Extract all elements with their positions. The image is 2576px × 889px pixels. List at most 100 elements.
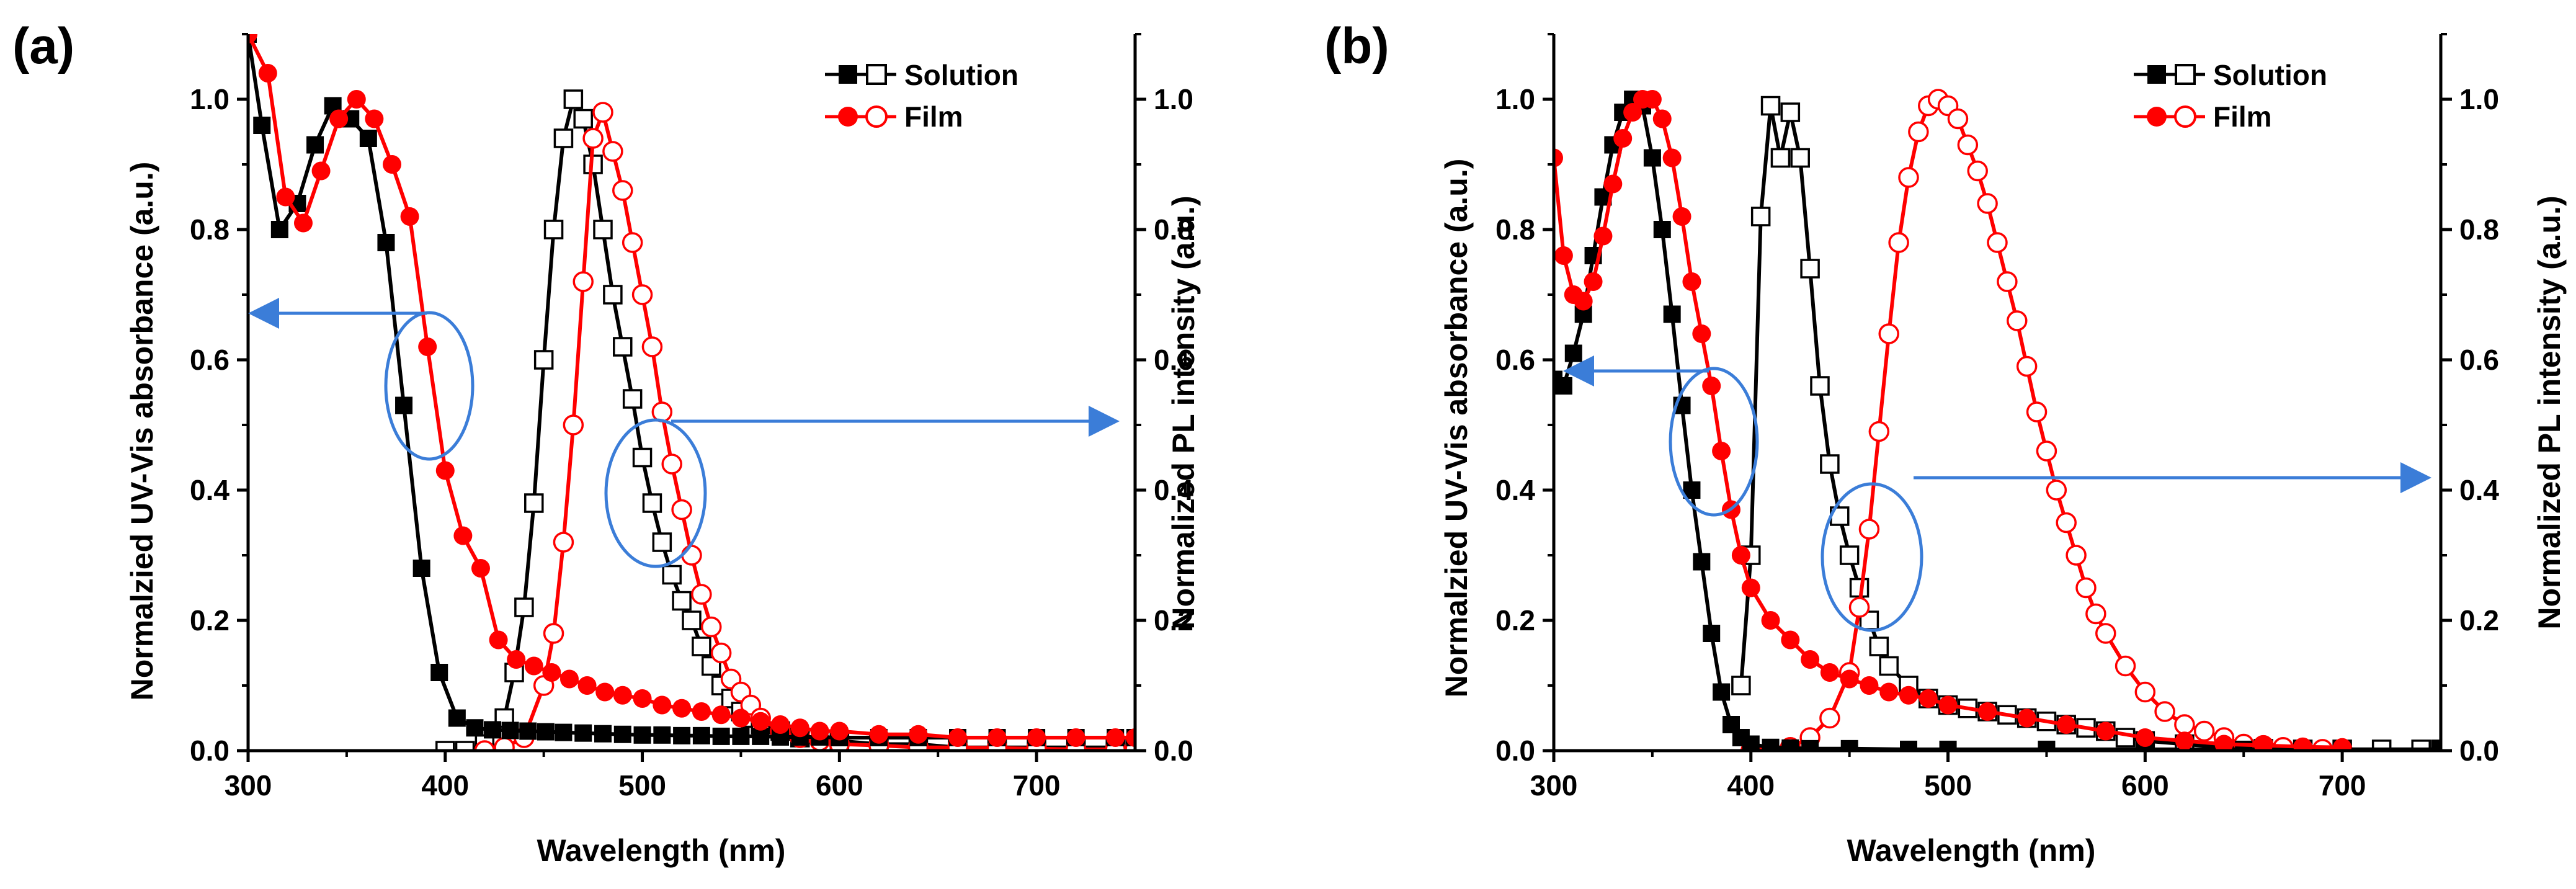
data-point bbox=[1888, 232, 1909, 253]
data-point bbox=[382, 155, 401, 174]
data-point bbox=[1919, 689, 1938, 708]
series-film-pl-a bbox=[474, 102, 1135, 751]
x-tick-label: 500 bbox=[1924, 769, 1972, 802]
series-line bbox=[248, 34, 1135, 739]
data-point bbox=[948, 728, 967, 747]
data-point bbox=[1623, 103, 1642, 122]
data-point bbox=[1967, 160, 1988, 182]
data-point bbox=[1800, 259, 1820, 279]
data-point bbox=[1741, 578, 1760, 597]
data-point bbox=[1613, 129, 1633, 148]
data-point bbox=[673, 726, 691, 744]
data-point bbox=[2017, 708, 2036, 728]
series-film-pl-b bbox=[1740, 89, 2353, 751]
data-point bbox=[671, 499, 692, 520]
data-point bbox=[359, 130, 377, 147]
data-point bbox=[1731, 676, 1751, 695]
data-point bbox=[573, 109, 593, 129]
data-point bbox=[711, 705, 731, 725]
data-point bbox=[1859, 610, 1879, 630]
data-point bbox=[276, 187, 295, 207]
data-point bbox=[1947, 108, 1969, 130]
data-point bbox=[1801, 650, 1820, 669]
data-point bbox=[2214, 735, 2234, 751]
data-point bbox=[248, 34, 257, 43]
data-point bbox=[2432, 740, 2441, 751]
data-point bbox=[1066, 728, 1085, 747]
data-point bbox=[1939, 740, 1957, 751]
data-point bbox=[2026, 401, 2048, 422]
data-point bbox=[2016, 355, 2038, 377]
data-point bbox=[2095, 623, 2116, 644]
y-tick-label: 0.6 bbox=[1495, 344, 1535, 376]
data-point bbox=[2096, 721, 2115, 741]
legend-marker-film-open-a bbox=[865, 105, 888, 128]
data-point bbox=[412, 560, 430, 577]
data-point bbox=[494, 737, 515, 751]
x-tick-label: 700 bbox=[1013, 769, 1061, 802]
data-point bbox=[1682, 272, 1701, 291]
data-point bbox=[602, 141, 623, 162]
data-point bbox=[1554, 377, 1572, 395]
y-tick-label: 1.0 bbox=[190, 83, 230, 115]
panel-a: (a) 300 400 500 600 700 0.0 0.0 0.2 0.2 0.4 0.4 0.6… bbox=[12, 18, 1201, 868]
data-point bbox=[661, 453, 682, 475]
y-tick-label: 0.8 bbox=[1495, 213, 1535, 246]
data-point bbox=[653, 695, 672, 715]
data-point bbox=[1908, 121, 1929, 143]
data-point bbox=[474, 740, 496, 751]
data-point bbox=[555, 723, 573, 741]
legend-b: Solution Film bbox=[2134, 59, 2327, 133]
x-tick-label: 300 bbox=[225, 769, 272, 802]
y2-tick-label: 1.0 bbox=[1154, 83, 1193, 115]
data-point bbox=[1761, 611, 1780, 630]
data-point bbox=[484, 721, 502, 739]
data-point bbox=[1898, 167, 1919, 188]
y2-tick-label: 1.0 bbox=[2459, 83, 2499, 115]
x-tick-label: 600 bbox=[816, 769, 863, 802]
data-point bbox=[365, 109, 384, 128]
data-point bbox=[553, 532, 574, 553]
data-point bbox=[2007, 310, 2028, 331]
data-point bbox=[1584, 272, 1603, 291]
x-tick-label: 400 bbox=[421, 769, 469, 802]
data-point bbox=[1781, 739, 1799, 751]
data-point bbox=[751, 712, 770, 731]
data-point bbox=[2254, 736, 2273, 751]
data-point bbox=[448, 709, 466, 727]
data-point bbox=[622, 389, 643, 409]
y2-axis-title-a: Normalized PL intensity (a.u.) bbox=[1166, 195, 1201, 629]
y2-tick-label: 0.4 bbox=[2459, 474, 2499, 506]
x-tick-label: 700 bbox=[2319, 769, 2366, 802]
y2-tick-label: 0.6 bbox=[1154, 344, 1193, 376]
data-point bbox=[595, 682, 615, 702]
data-point bbox=[471, 559, 490, 578]
data-point bbox=[1879, 682, 1899, 702]
x-tick-label: 400 bbox=[1727, 769, 1775, 802]
data-point bbox=[435, 741, 455, 751]
x-axis-title-b: Wavelength (nm) bbox=[1847, 833, 2096, 868]
data-point bbox=[574, 724, 592, 742]
legend-label-solution-a: Solution bbox=[904, 59, 1018, 91]
annotations-b bbox=[1563, 355, 2431, 632]
data-point bbox=[311, 161, 331, 181]
data-point bbox=[1899, 686, 1918, 705]
y2-tick-label: 0.2 bbox=[1154, 604, 1193, 637]
y-tick-label: 0.8 bbox=[190, 213, 230, 246]
series-film-absorbance-b bbox=[1554, 90, 2352, 751]
y2-tick-label: 0.4 bbox=[1154, 474, 1193, 506]
data-point bbox=[1762, 738, 1780, 751]
data-point bbox=[2038, 740, 2056, 751]
data-point bbox=[537, 723, 555, 741]
y-axis-title-b: Normalzied UV-Vis absorbance (a.u.) bbox=[1439, 159, 1474, 698]
data-point bbox=[466, 719, 484, 737]
data-point bbox=[1713, 683, 1731, 701]
data-point bbox=[682, 610, 702, 630]
y-tick-label: 0.4 bbox=[1495, 474, 1535, 506]
y-tick-label: 0.4 bbox=[190, 474, 230, 506]
data-point bbox=[710, 642, 732, 664]
data-point bbox=[1643, 149, 1661, 167]
plot-area-a: 300 400 500 600 700 0.0 0.0 0.2 0.2 0.4 0.4 0.6 0.6 0… bbox=[190, 33, 1193, 802]
data-point bbox=[731, 708, 751, 728]
